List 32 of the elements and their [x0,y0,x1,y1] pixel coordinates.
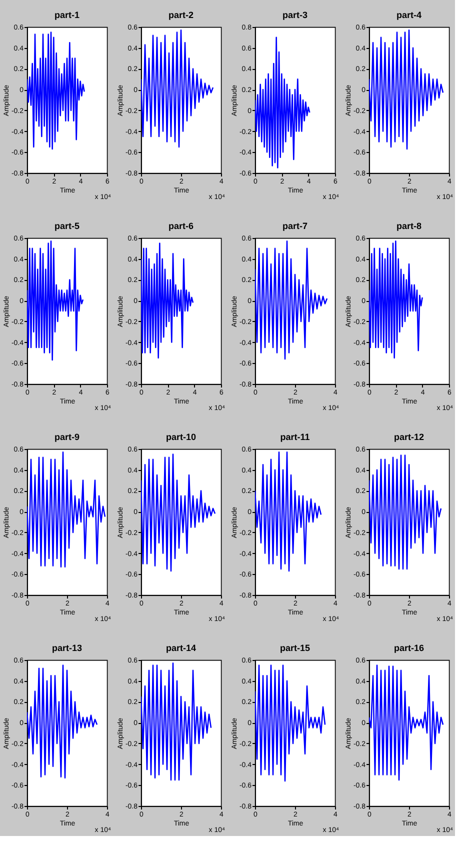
line-series [255,664,326,782]
line-series [369,454,442,570]
line-series [369,664,444,781]
chart-title: part-13 [52,643,82,653]
line-series [27,32,85,150]
line-series [255,240,328,360]
line-series [27,240,84,361]
line-series [141,242,194,359]
chart-title: part-9 [54,432,80,442]
line-series [27,451,106,568]
chart-title: part-10 [166,432,196,442]
line-series [255,451,322,572]
chart-title: part-8 [396,221,422,231]
chart-title: part-3 [282,10,308,20]
line-series [141,662,212,781]
chart-title: part-2 [168,10,194,20]
line-series [369,29,444,150]
chart-title: part-7 [282,221,308,231]
chart-title: part-12 [394,432,424,442]
chart-title: part-11 [280,432,310,442]
chart-title: part-1 [54,10,80,20]
chart-title: part-16 [394,643,424,653]
chart-title: part-6 [168,221,194,231]
chart-title: part-15 [280,643,310,653]
line-series [141,454,216,572]
line-series [369,240,423,359]
line-series [255,36,310,168]
chart-title: part-4 [396,10,422,20]
line-series [141,29,214,148]
chart-title: part-5 [54,221,80,231]
chart-title: part-14 [166,643,196,653]
line-series [27,664,98,778]
